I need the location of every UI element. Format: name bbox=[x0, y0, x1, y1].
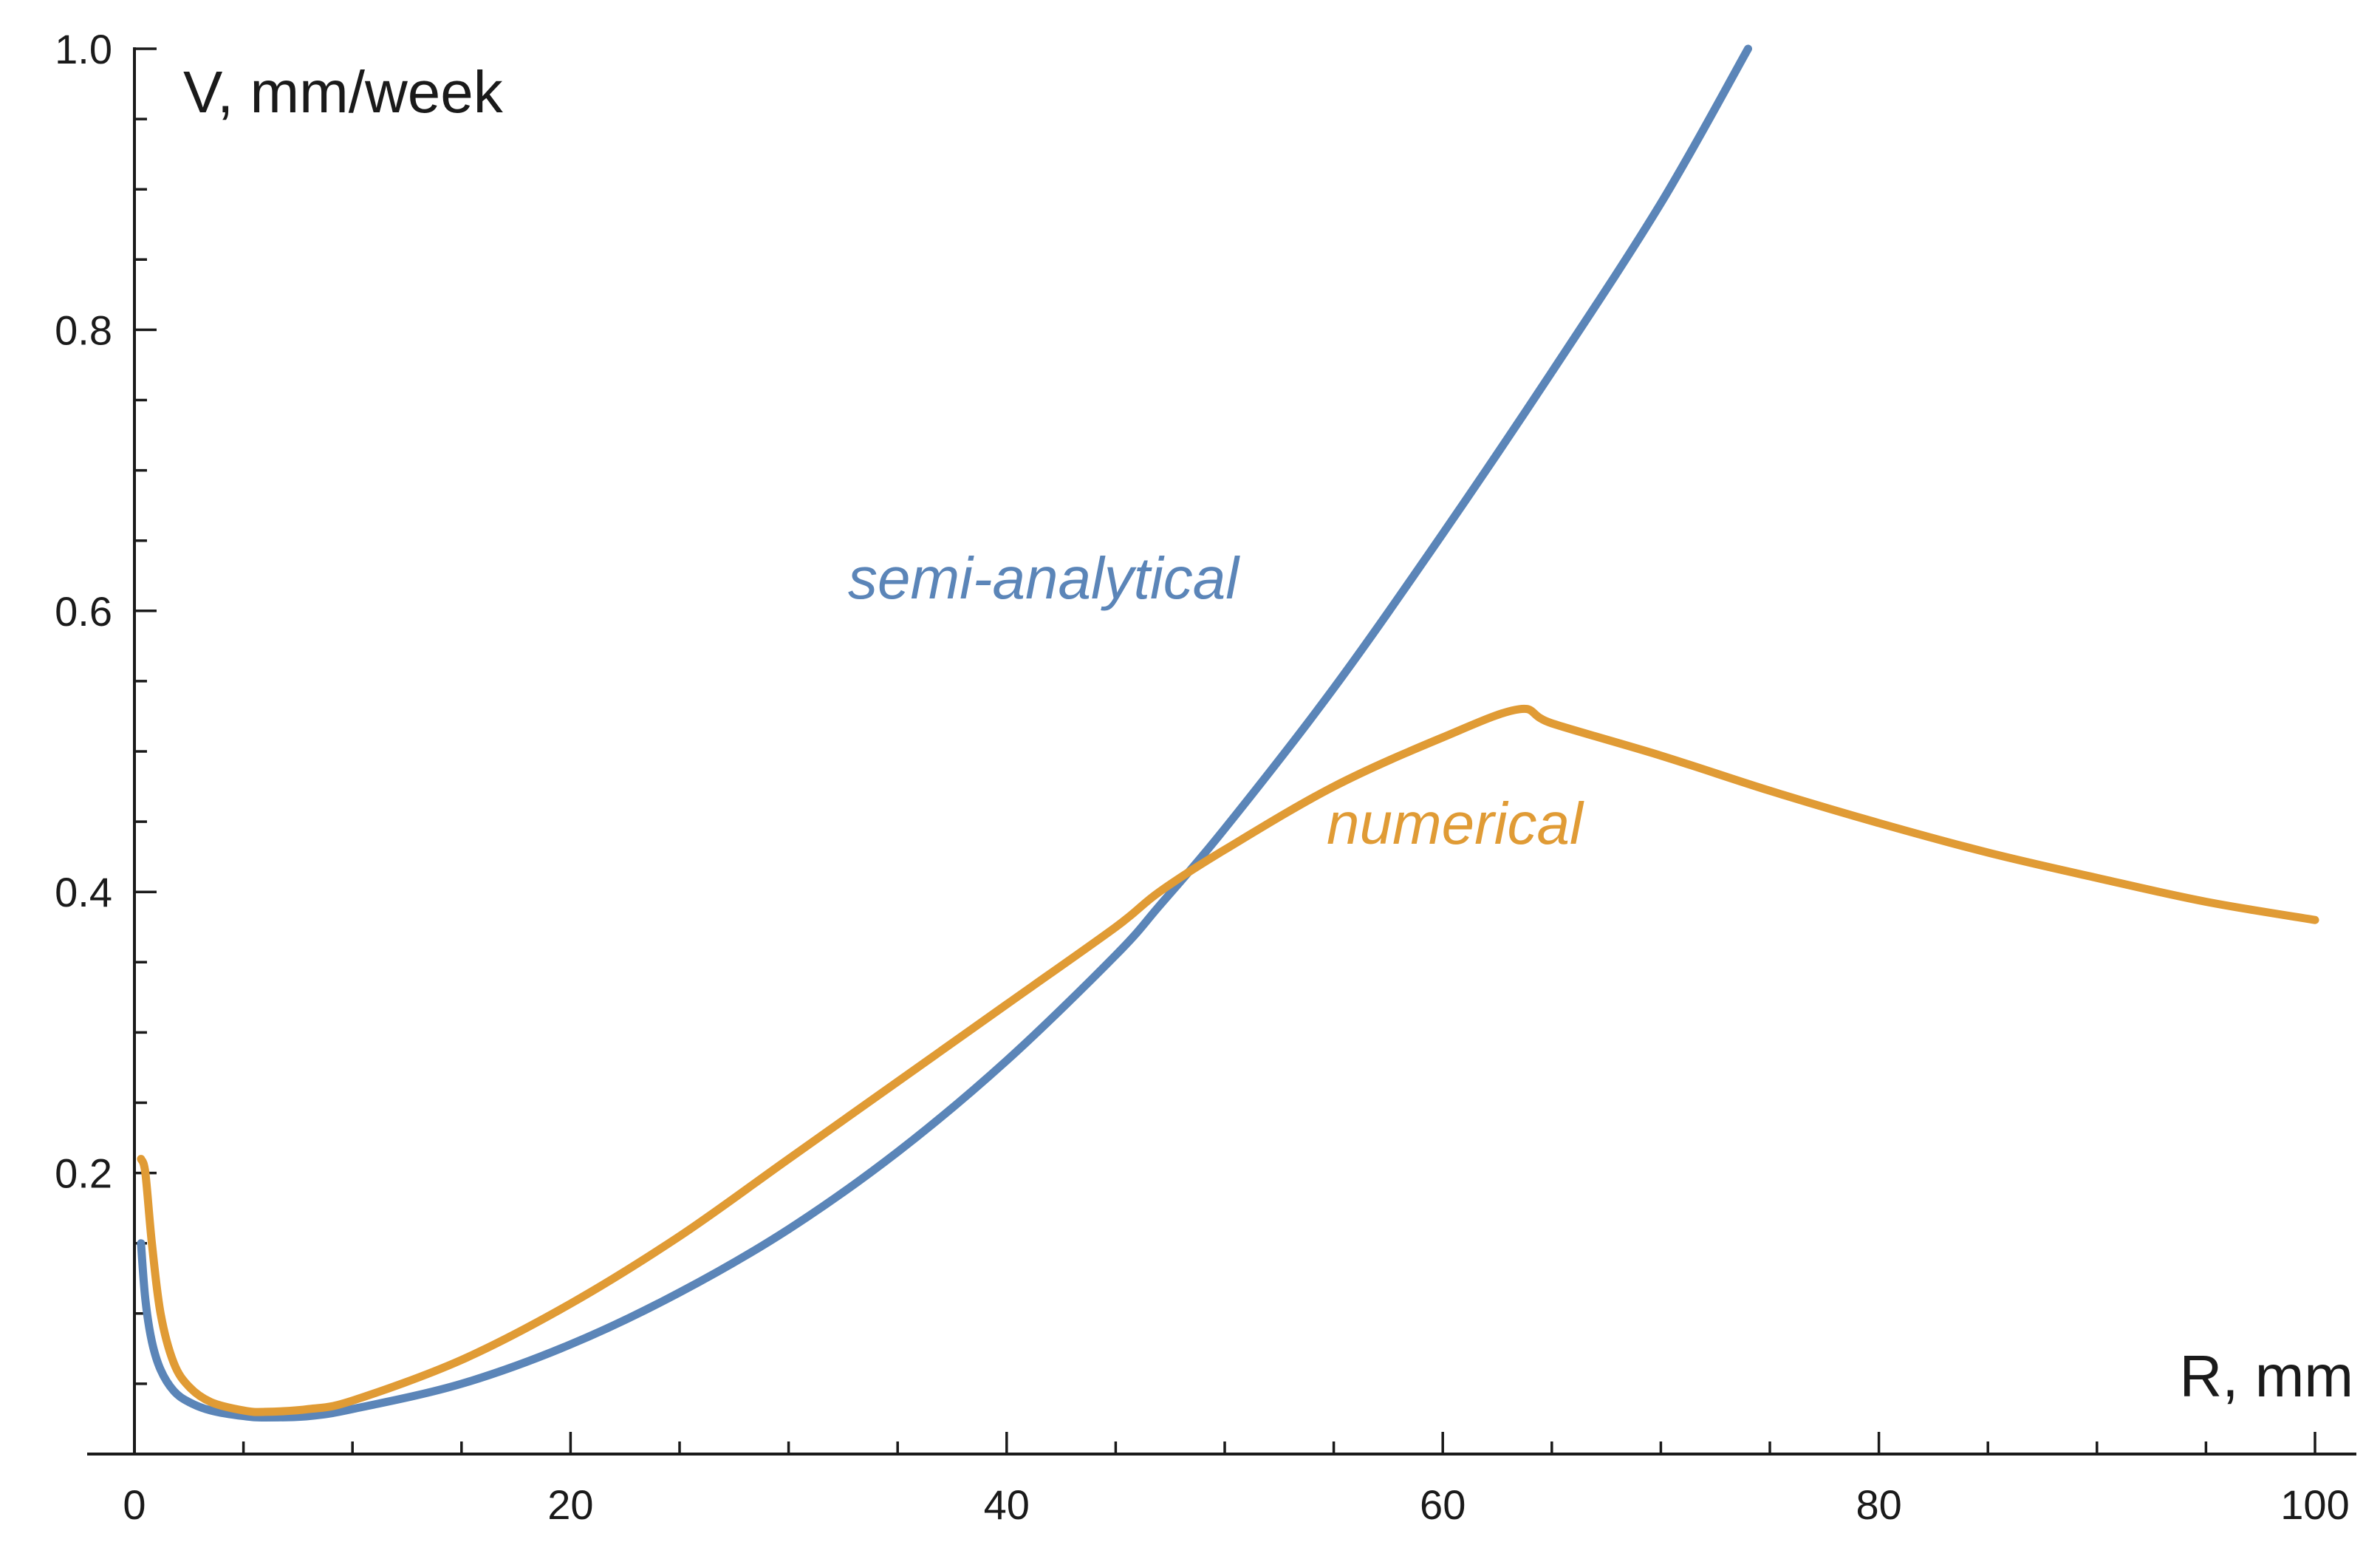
y-tick-label: 0.8 bbox=[55, 307, 112, 353]
x-tick-label: 60 bbox=[1420, 1481, 1466, 1528]
series-label-semi-analytical: semi-analytical bbox=[848, 545, 1240, 611]
x-tick-label: 20 bbox=[547, 1481, 593, 1528]
x-tick-label: 0 bbox=[123, 1481, 146, 1528]
y-tick-label: 0.6 bbox=[55, 588, 112, 635]
series-layer bbox=[137, 44, 2319, 1422]
x-tick-label: 40 bbox=[984, 1481, 1030, 1528]
x-tick-label: 80 bbox=[1856, 1481, 1901, 1528]
x-tick-label: 100 bbox=[2280, 1481, 2349, 1528]
y-ticks: 0.2 0.4 0.6 0.8 1.0 bbox=[55, 26, 157, 1385]
series-label-numerical: numerical bbox=[1327, 791, 1584, 856]
series-line-semi-analytical bbox=[137, 44, 1752, 1422]
y-axis-title: V, mm/week bbox=[183, 59, 504, 125]
y-tick-label: 1.0 bbox=[55, 26, 112, 72]
axes: 0 20 40 60 80 100 0.2 0.4 0.6 0.8 1.0 bbox=[55, 26, 2356, 1528]
y-tick-label: 0.4 bbox=[55, 869, 112, 915]
x-axis-title: R, mm bbox=[2179, 1343, 2353, 1409]
series-line-numerical bbox=[137, 704, 2319, 1416]
x-ticks: 0 20 40 60 80 100 bbox=[123, 1432, 2350, 1528]
y-tick-label: 0.2 bbox=[55, 1150, 112, 1197]
